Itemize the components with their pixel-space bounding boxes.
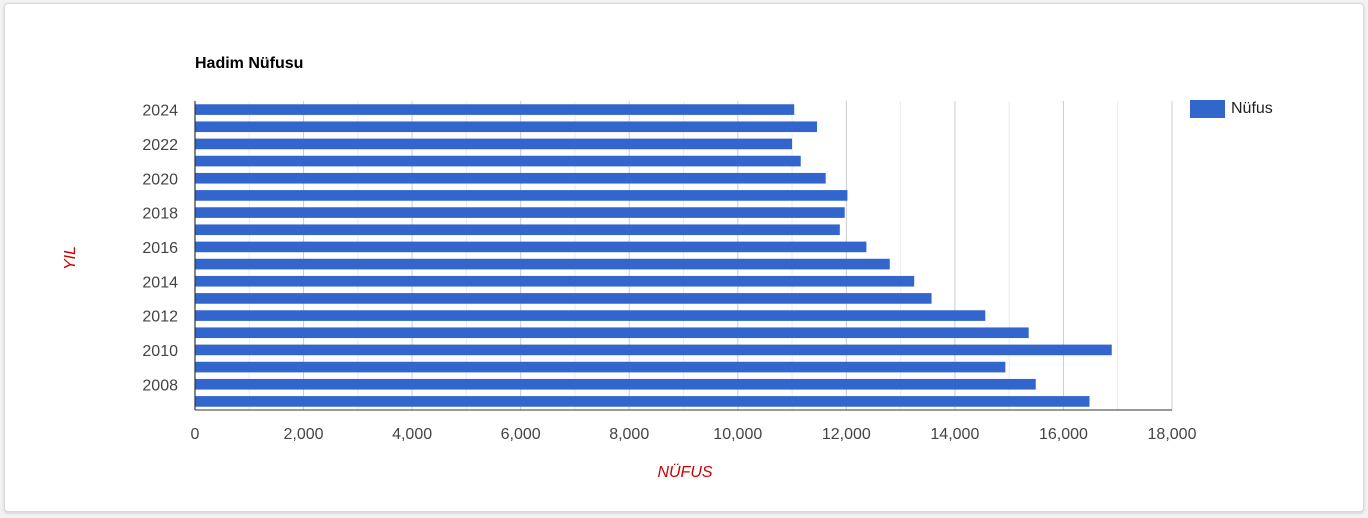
bar-2010	[195, 344, 1112, 356]
y-tick-label: 2010	[142, 343, 178, 360]
bar-2024	[195, 104, 795, 115]
bar-2020	[195, 172, 826, 184]
bar-2021	[195, 155, 801, 167]
y-tick-label: 2008	[142, 377, 178, 394]
bar-2018	[195, 207, 845, 218]
bar-2008	[195, 378, 1036, 390]
axes	[194, 101, 1172, 411]
y-tick-label: 2012	[142, 309, 178, 326]
y-tick-label: 2018	[142, 206, 178, 223]
bar-2023	[195, 121, 818, 133]
bar-2012	[195, 310, 986, 321]
bar-2009	[195, 361, 1006, 373]
x-tick-label: 2,000	[284, 426, 324, 443]
bar-2019	[195, 190, 848, 201]
x-tick-label: 6,000	[501, 426, 541, 443]
legend-label-nufus: Nüfus	[1231, 100, 1273, 117]
y-tick-label: 2016	[142, 240, 178, 257]
legend: Nüfus	[1190, 100, 1273, 118]
bars	[195, 104, 1112, 407]
bar-2017	[195, 224, 840, 236]
x-tick-label: 18,000	[1148, 426, 1197, 443]
bar-2013	[195, 293, 932, 304]
bar-2011	[195, 327, 1029, 339]
x-axis-label: NÜFUS	[657, 464, 713, 481]
y-tick-label: 2024	[142, 103, 178, 120]
x-tick-label: 12,000	[822, 426, 871, 443]
bar-2015	[195, 258, 890, 270]
y-tick-label: 2020	[142, 171, 178, 188]
y-tick-label: 2014	[142, 274, 178, 291]
x-tick-label: 8,000	[609, 426, 649, 443]
grid-lines	[248, 101, 1173, 410]
x-tick-label: 0	[191, 426, 200, 443]
legend-swatch	[1190, 100, 1225, 118]
bar-2022	[195, 138, 793, 150]
x-tick-label: 16,000	[1039, 426, 1088, 443]
y-tick-labels: 2024 2022 2020 2018 2016 2014 2012 2010 2008	[142, 103, 178, 395]
y-tick-label: 2022	[142, 137, 178, 154]
x-tick-labels: 0 2,000 4,000 6,000 8,000 10,000 12,000 14,000 1…	[191, 426, 1197, 443]
bar-2014	[195, 275, 915, 287]
x-tick-label: 14,000	[930, 426, 979, 443]
chart-title: Hadim Nüfusu	[195, 55, 304, 72]
bar-2007	[195, 396, 1090, 407]
x-tick-label: 4,000	[392, 426, 432, 443]
x-tick-label: 10,000	[713, 426, 762, 443]
bar-2016	[195, 241, 867, 253]
